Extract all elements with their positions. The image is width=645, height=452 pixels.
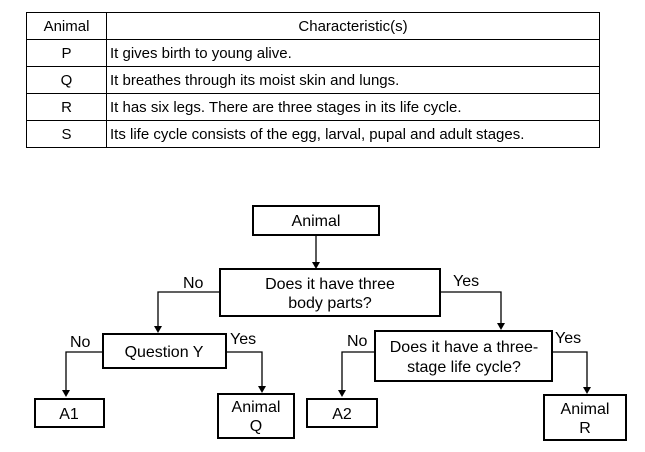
question-y-label: Question Y: [125, 344, 204, 361]
arrowhead: [258, 386, 266, 393]
characteristic-cell: Its life cycle consists of the egg, larv…: [106, 120, 600, 148]
column-header-characteristics: Characteristic(s): [106, 12, 600, 40]
connector-q1-no: [157, 291, 220, 326]
arrowhead: [62, 390, 70, 397]
branch-label-yes: Yes: [453, 273, 479, 290]
animal-characteristics-table: Animal Characteristic(s) P It gives birt…: [26, 12, 600, 148]
arrowhead: [154, 326, 162, 333]
connector-qy-yes: [226, 351, 263, 386]
animal-cell: Q: [26, 66, 107, 94]
connector-q2-no: [341, 351, 375, 390]
leaf-label-line-1: Animal: [561, 401, 610, 418]
branch-label-no: No: [70, 334, 91, 351]
root-node: Animal: [252, 205, 380, 236]
leaf-label: A2: [332, 406, 352, 423]
leaf-node-animal-q: Animal Q: [217, 393, 295, 439]
branch-label-no: No: [347, 333, 368, 350]
leaf-node-animal-r: Animal R: [543, 394, 627, 441]
connector-q2-yes: [552, 351, 588, 387]
characteristic-cell: It breathes through its moist skin and l…: [106, 66, 600, 94]
branch-label-no: No: [183, 275, 204, 292]
connector-q1-yes: [440, 291, 502, 323]
table-header-row: Animal Characteristic(s): [26, 12, 600, 40]
question-line-2: stage life cycle?: [407, 359, 521, 376]
leaf-label-line-2: Q: [250, 418, 262, 435]
arrowhead: [497, 323, 505, 330]
branch-label-yes: Yes: [555, 330, 581, 347]
animal-cell: R: [26, 93, 107, 121]
question-node-body-parts: Does it have three body parts?: [219, 268, 441, 317]
arrowhead: [312, 262, 320, 269]
leaf-node-a1: A1: [34, 398, 105, 428]
question-node-y: Question Y: [102, 333, 227, 369]
question-line-2: body parts?: [288, 295, 372, 312]
question-line-1: Does it have a three-: [390, 339, 539, 356]
branch-label-yes: Yes: [230, 331, 256, 348]
table-row: S Its life cycle consists of the egg, la…: [26, 120, 600, 148]
question-line-1: Does it have three: [265, 276, 395, 293]
root-node-label: Animal: [292, 213, 341, 230]
connector-lines: [62, 235, 591, 397]
question-node-life-cycle: Does it have a three- stage life cycle?: [374, 330, 553, 382]
leaf-label: A1: [59, 406, 79, 423]
column-header-animal: Animal: [26, 12, 107, 40]
arrowhead: [583, 387, 591, 394]
leaf-label-line-2: R: [579, 420, 591, 437]
leaf-node-a2: A2: [306, 398, 378, 428]
connector-qy-no: [65, 351, 103, 390]
arrowhead: [338, 390, 346, 397]
animal-cell: S: [26, 120, 107, 148]
leaf-label-line-1: Animal: [232, 399, 281, 416]
table-row: Q It breathes through its moist skin and…: [26, 66, 600, 94]
